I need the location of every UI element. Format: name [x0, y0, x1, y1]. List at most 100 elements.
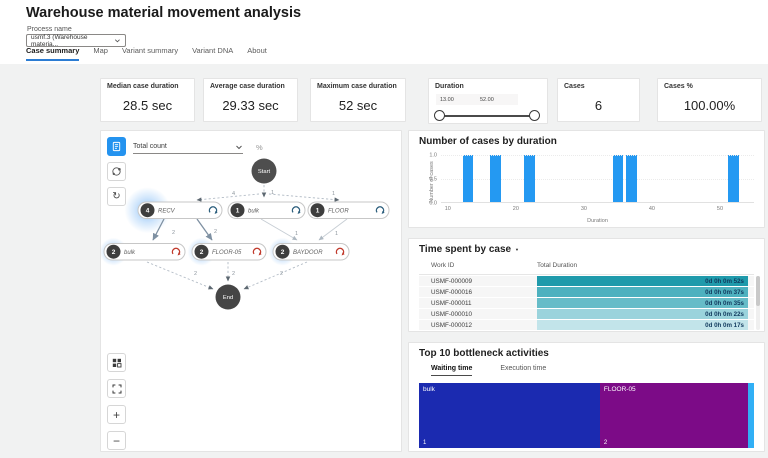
duration-bar: 0d 0h 0m 52s — [537, 276, 748, 286]
table-body: USMF-000009 0d 0h 0m 52s USMF-000016 0d … — [419, 276, 754, 331]
grid-icon — [112, 358, 121, 367]
histogram-plot — [441, 155, 754, 203]
duration-bar: 0d 0h 0m 17s — [537, 320, 748, 330]
kpi-median-duration: Median case duration 28.5 sec — [100, 78, 195, 122]
end-node[interactable]: End — [215, 284, 241, 310]
x-tick-label: 10 — [444, 206, 451, 212]
fit-to-screen-button[interactable] — [107, 379, 126, 398]
table-scrollbar[interactable] — [756, 276, 760, 330]
tab-variant-summary[interactable]: Variant summary — [121, 46, 179, 55]
svg-text:1: 1 — [236, 208, 240, 215]
treemap-segment[interactable] — [748, 383, 754, 448]
zoom-out-button[interactable]: − — [107, 431, 126, 450]
histogram-bar[interactable] — [728, 155, 739, 202]
kpi-value: 100.00% — [683, 98, 736, 113]
svg-text:End: End — [223, 295, 233, 301]
duration-range-values: 13.00 52.00 — [436, 94, 518, 105]
histogram-bar[interactable] — [626, 155, 637, 202]
process-name-value: usmf.3 (Warehouse materia... — [31, 33, 88, 48]
histogram-bar[interactable] — [490, 155, 501, 202]
social-graph-view-button[interactable] — [107, 162, 126, 181]
treemap-segment[interactable]: bulk 1 — [419, 383, 600, 448]
edge-label: 1 — [335, 231, 338, 237]
treemap-title: Top 10 bottleneck activities — [419, 348, 549, 359]
tab-map[interactable]: Map — [93, 46, 108, 55]
sort-descending-icon[interactable]: ▼ — [515, 247, 519, 252]
duration-max-value[interactable]: 52.00 — [480, 96, 494, 103]
percent-toggle[interactable]: % — [256, 143, 263, 152]
treemap-segment[interactable]: FLOOR-05 2 — [599, 383, 749, 448]
table-row[interactable]: USMF-000012 0d 0h 0m 17s — [419, 320, 754, 330]
kpi-label: Duration — [435, 83, 464, 90]
kpi-cases: Cases 6 — [557, 78, 640, 122]
edge-label: 1 — [271, 190, 274, 196]
kpi-value: 52 sec — [338, 98, 378, 113]
process-node-baydoor[interactable]: 2 BAYDOOR — [272, 243, 350, 261]
process-node-recv[interactable]: 4 RECV — [137, 201, 223, 219]
work-id: USMF-000012 — [431, 321, 472, 329]
tab-about[interactable]: About — [247, 46, 267, 55]
cases-by-duration-card: Number of cases by duration Number of ca… — [408, 130, 765, 228]
slider-handle-max[interactable] — [529, 110, 540, 121]
duration-value: 0d 0h 0m 37s — [705, 288, 744, 296]
kpi-label: Cases % — [664, 83, 693, 90]
minus-icon: − — [112, 433, 120, 448]
edge-label: 1 — [295, 231, 298, 237]
duration-range-slider[interactable] — [434, 110, 540, 122]
histogram-bar[interactable] — [612, 155, 623, 202]
kpi-maximum-duration: Maximum case duration 52 sec — [310, 78, 406, 122]
tab-bar: Case summary Map Variant summary Variant… — [26, 46, 267, 61]
histogram-xticks: 10 20 30 40 50 — [441, 206, 754, 214]
svg-text:bulk: bulk — [248, 208, 260, 214]
rework-arrow-icon — [291, 206, 301, 214]
zoom-in-button[interactable]: + — [107, 405, 126, 424]
slider-handle-min[interactable] — [434, 110, 445, 121]
header-divider — [419, 274, 754, 275]
kpi-label: Median case duration — [107, 83, 179, 90]
kpi-label: Average case duration — [210, 83, 285, 90]
solid-edges — [152, 218, 213, 241]
column-header-total-duration[interactable]: Total Duration — [537, 262, 578, 269]
histogram-bar[interactable] — [524, 155, 535, 202]
slider-track — [439, 115, 535, 117]
tab-variant-dna[interactable]: Variant DNA — [192, 46, 234, 55]
svg-text:4: 4 — [146, 208, 150, 215]
table-row[interactable]: USMF-000011 0d 0h 0m 35s — [419, 298, 754, 308]
svg-text:2: 2 — [200, 249, 204, 256]
kpi-value: 28.5 sec — [122, 98, 173, 113]
histogram-bar[interactable] — [463, 155, 474, 202]
work-id: USMF-000009 — [431, 277, 472, 285]
page-title: Warehouse material movement analysis — [26, 5, 302, 21]
tab-waiting-time[interactable]: Waiting time — [431, 365, 473, 376]
start-node[interactable]: Start — [251, 158, 277, 184]
edge-label: 2 — [194, 271, 197, 277]
edge-label: 2 — [232, 271, 235, 277]
column-header-work-id[interactable]: Work ID — [431, 262, 455, 269]
tab-execution-time[interactable]: Execution time — [500, 365, 547, 372]
table-row[interactable]: USMF-000016 0d 0h 0m 37s — [419, 287, 754, 297]
process-node-bulk-2[interactable]: 2 bulk — [103, 243, 186, 261]
duration-value: 0d 0h 0m 35s — [705, 299, 744, 307]
segment-rank: 1 — [423, 440, 427, 446]
treemap: bulk 1 FLOOR-05 2 — [419, 383, 754, 448]
svg-text:RECV: RECV — [158, 208, 176, 214]
table-row[interactable]: USMF-000010 0d 0h 0m 22s — [419, 309, 754, 319]
layout-grid-button[interactable] — [107, 353, 126, 372]
kpi-label: Maximum case duration — [317, 83, 397, 90]
scrollbar-thumb[interactable] — [756, 276, 760, 306]
process-name-select[interactable]: usmf.3 (Warehouse materia... — [26, 33, 126, 48]
duration-min-value[interactable]: 13.00 — [440, 96, 454, 103]
tab-case-summary[interactable]: Case summary — [26, 46, 80, 61]
table-row[interactable]: USMF-000009 0d 0h 0m 52s — [419, 276, 754, 286]
metric-dropdown[interactable]: Total count — [133, 140, 243, 154]
process-map-view-button[interactable] — [107, 137, 126, 156]
process-node-floor-05[interactable]: 2 FLOOR-05 — [191, 243, 267, 261]
process-node-floor[interactable]: 1 FLOOR — [307, 201, 390, 219]
svg-text:FLOOR: FLOOR — [328, 208, 349, 214]
table-header: Work ID Total Duration — [431, 262, 752, 269]
process-node-bulk-1[interactable]: 1 bulk — [227, 201, 306, 219]
refresh-button[interactable]: ↻ — [107, 187, 126, 206]
kpi-duration-filter: Duration 13.00 52.00 — [428, 78, 548, 124]
bottleneck-tab-bar: Waiting time Execution time — [431, 365, 546, 376]
